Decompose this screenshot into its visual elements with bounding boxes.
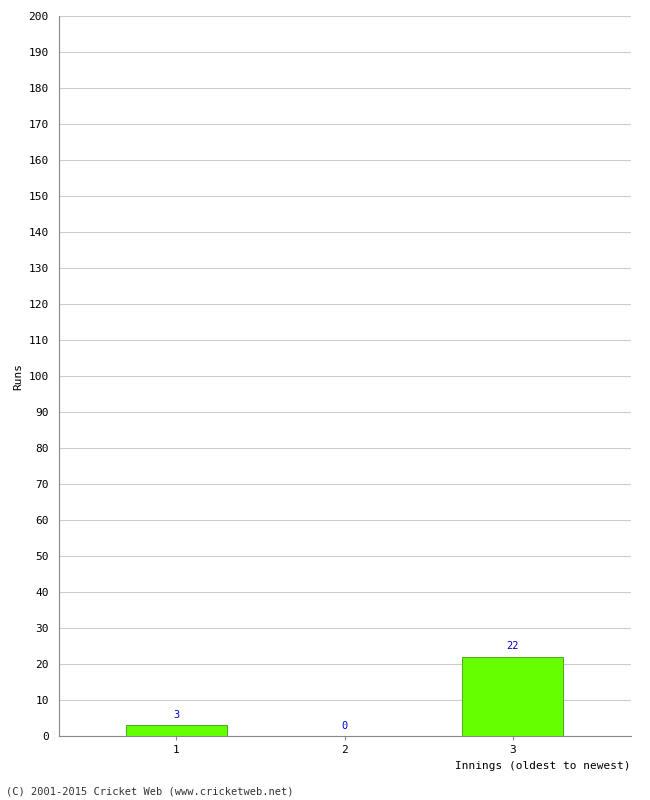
Text: 22: 22 bbox=[506, 642, 519, 651]
Text: 0: 0 bbox=[341, 721, 348, 730]
Bar bbox=[126, 726, 227, 736]
Text: (C) 2001-2015 Cricket Web (www.cricketweb.net): (C) 2001-2015 Cricket Web (www.cricketwe… bbox=[6, 786, 294, 796]
X-axis label: Innings (oldest to newest): Innings (oldest to newest) bbox=[455, 761, 630, 770]
Y-axis label: Runs: Runs bbox=[13, 362, 23, 390]
Bar bbox=[462, 657, 563, 736]
Text: 3: 3 bbox=[173, 710, 179, 720]
